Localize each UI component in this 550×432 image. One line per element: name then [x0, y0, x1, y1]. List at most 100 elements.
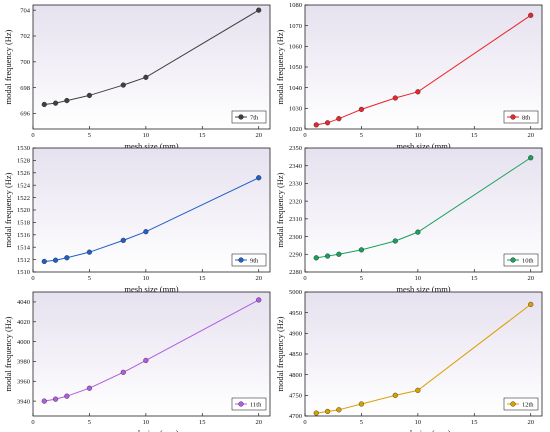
y-tick-label: 1030 — [289, 106, 302, 113]
data-point — [324, 120, 331, 126]
y-tick-label: 696 — [20, 111, 31, 118]
plot-frame — [304, 147, 543, 273]
y-tick-label: 1516 — [17, 232, 31, 239]
y-tick-label: 4800 — [289, 372, 302, 379]
plot-background — [33, 292, 270, 416]
y-tick-label: 2340 — [289, 163, 302, 170]
data-point — [120, 82, 126, 88]
x-tick-label: 0 — [303, 132, 306, 139]
y-tick-label: 2290 — [289, 251, 302, 258]
legend-label: 8th — [522, 114, 531, 121]
legend-label: 12th — [522, 401, 534, 408]
data-point — [256, 7, 262, 13]
chart-panel-3: 0 5 10 15 2015101512151415161518152015221524… — [3, 145, 271, 294]
y-tick-label: 3960 — [17, 378, 30, 385]
x-tick-label: 20 — [255, 419, 262, 426]
y-tick-label: 4000 — [17, 339, 30, 346]
x-tick-label: 5 — [88, 132, 91, 139]
data-point — [392, 95, 398, 101]
y-tick-label: 1020 — [289, 126, 302, 133]
data-point — [41, 398, 47, 404]
data-point — [313, 410, 319, 416]
x-tick-label: 5 — [360, 419, 363, 426]
y-tick-label: 1528 — [17, 158, 30, 165]
y-tick-label: 1060 — [289, 44, 302, 51]
y-tick-label: 4850 — [289, 351, 302, 358]
y-tick-label: 4950 — [289, 310, 302, 317]
legend-box — [503, 253, 539, 267]
x-axis-label: mesh size (mm) — [124, 284, 178, 294]
data-point — [256, 175, 262, 181]
legend-marker — [238, 257, 244, 263]
x-axis-label: mesh size (mm) — [396, 284, 450, 294]
data-point — [86, 92, 93, 99]
x-tick-label: 0 — [31, 132, 34, 139]
x-tick-label: 15 — [199, 275, 206, 282]
x-tick-label: 0 — [303, 419, 306, 426]
x-tick-label: 15 — [471, 419, 478, 426]
data-point — [336, 116, 342, 122]
data-point — [52, 396, 59, 402]
data-point — [120, 237, 126, 243]
y-tick-label: 2320 — [289, 198, 302, 205]
x-tick-label: 15 — [199, 419, 206, 426]
y-tick-label: 700 — [20, 59, 30, 66]
chart-panel-6: 0 5 10 15 20 4700 4750 4800 4850 4900 4950 5000 mesh… — [275, 289, 543, 432]
x-tick-label: 5 — [360, 275, 363, 282]
x-tick-label: 10 — [143, 419, 150, 426]
data-point — [415, 89, 421, 95]
x-axis-label: mesh size (mm) — [124, 428, 178, 432]
data-point — [528, 301, 534, 308]
y-tick-label: 4040 — [17, 299, 30, 306]
y-tick-label: 4700 — [289, 413, 302, 420]
y-tick-label: 1514 — [17, 244, 31, 251]
plot-background — [33, 148, 270, 272]
data-point — [143, 229, 149, 235]
data-point — [392, 238, 398, 244]
legend-box — [503, 397, 539, 411]
data-point — [358, 401, 365, 407]
plot-background — [305, 292, 542, 416]
legend-marker — [238, 114, 244, 120]
data-point — [415, 387, 421, 393]
legend-box — [231, 253, 267, 267]
y-tick-label: 2280 — [289, 269, 302, 276]
chart-panel-2: 0 5 10 15 20 1020 1030 1040 1050 1060 1070 1080 mesh… — [275, 2, 543, 151]
x-tick-label: 15 — [199, 132, 206, 139]
y-tick-label: 2350 — [289, 145, 302, 152]
x-tick-label: 10 — [143, 275, 150, 282]
x-tick-label: 20 — [527, 275, 534, 282]
legend-marker — [238, 401, 244, 407]
data-point — [336, 251, 342, 257]
x-tick-label: 20 — [527, 132, 534, 139]
x-axis-label: mesh size (mm) — [124, 141, 178, 151]
chart-panel-1: 0 5 10 15 20 696 698 700 702 704 mesh size (mm) mod… — [3, 4, 271, 151]
y-axis-label: modal frequency (Hz) — [275, 29, 285, 104]
y-tick-label: 4020 — [17, 319, 30, 326]
y-tick-label: 5000 — [289, 289, 302, 296]
x-tick-label: 5 — [88, 275, 91, 282]
x-tick-label: 10 — [415, 132, 422, 139]
data-point — [52, 257, 59, 263]
y-tick-label: 3980 — [17, 359, 30, 366]
plot-background — [305, 5, 542, 129]
legend-marker — [510, 114, 516, 120]
y-tick-label: 2300 — [289, 234, 302, 241]
legend-marker — [510, 257, 516, 263]
data-point — [313, 255, 319, 261]
data-point — [256, 297, 262, 303]
y-tick-label: 3940 — [17, 398, 30, 405]
data-point — [392, 392, 398, 398]
legend-box — [231, 110, 267, 124]
legend-label: 7th — [250, 114, 259, 121]
data-point — [86, 385, 93, 391]
y-tick-label: 2310 — [289, 216, 302, 223]
data-point — [143, 74, 149, 80]
x-tick-label: 20 — [527, 419, 534, 426]
data-point — [64, 393, 70, 399]
x-tick-label: 10 — [415, 275, 422, 282]
y-tick-label: 1520 — [17, 207, 30, 214]
data-point — [41, 258, 47, 265]
y-tick-label: 1040 — [289, 85, 302, 92]
y-tick-label: 4900 — [289, 331, 302, 338]
